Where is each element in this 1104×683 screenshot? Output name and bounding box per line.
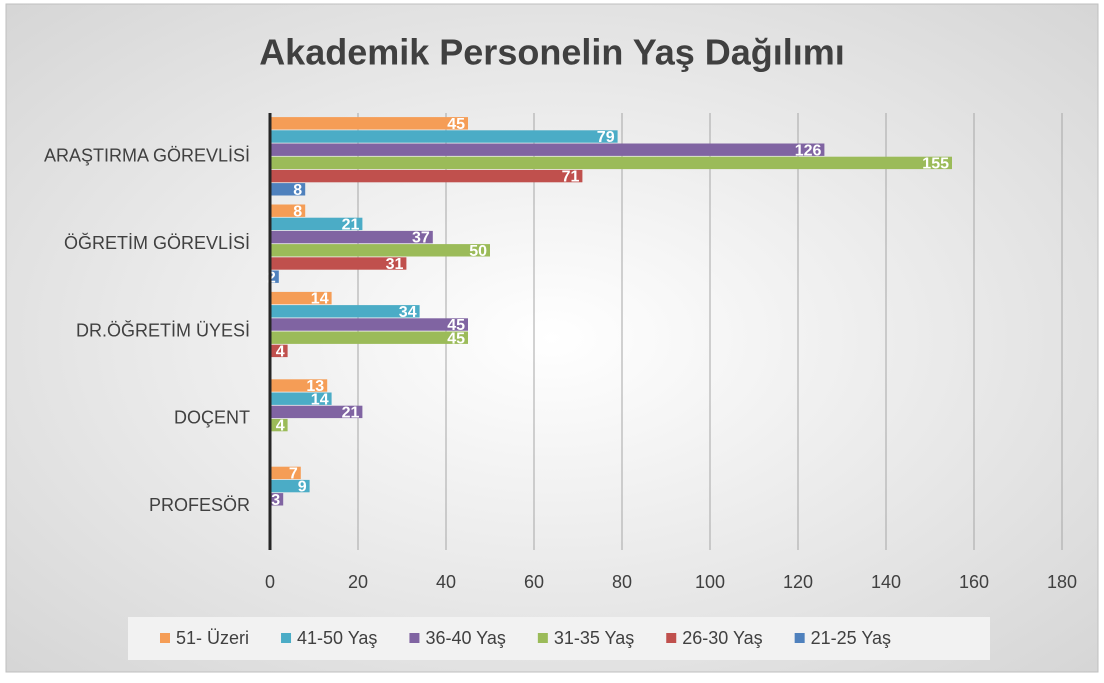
bar — [270, 217, 363, 231]
data-label: 34 — [399, 304, 417, 321]
bar — [270, 479, 310, 493]
data-label: 4 — [276, 344, 285, 361]
legend-swatch — [409, 633, 420, 643]
bar — [270, 291, 332, 305]
bar — [270, 344, 288, 358]
bar — [270, 230, 433, 244]
y-tick-label: DR.ÖĞRETİM ÜYESİ — [76, 319, 250, 340]
data-label: 45 — [447, 330, 465, 347]
legend-swatch — [537, 633, 548, 643]
bar — [270, 331, 468, 344]
bar — [270, 305, 420, 318]
background — [5, 3, 1099, 673]
bar — [270, 418, 288, 432]
legend-label: 51- Üzeri — [176, 628, 249, 648]
data-label: 3 — [271, 492, 280, 509]
data-label: 79 — [597, 129, 615, 146]
bar — [270, 117, 468, 130]
bar — [270, 257, 407, 270]
bar — [270, 169, 583, 183]
x-tick-label: 160 — [959, 572, 989, 592]
x-tick-label: 180 — [1047, 572, 1077, 592]
data-label: 45 — [447, 116, 465, 133]
y-tick-label: ARAŞTIRMA GÖREVLİSİ — [44, 145, 250, 165]
y-tick-label: PROFESÖR — [149, 495, 250, 515]
x-tick-label: 80 — [612, 572, 632, 592]
bar — [270, 379, 328, 392]
data-label: 7 — [289, 466, 298, 483]
x-tick-label: 0 — [265, 572, 275, 592]
legend-swatch — [666, 633, 677, 643]
data-label: 45 — [447, 317, 465, 334]
data-label: 14 — [311, 391, 329, 408]
data-label: 8 — [293, 203, 302, 220]
legend-swatch — [160, 633, 170, 643]
data-label: 14 — [311, 291, 329, 308]
x-tick-label: 120 — [783, 572, 813, 592]
data-label: 8 — [293, 182, 302, 199]
bar — [270, 204, 306, 217]
x-tick-label: 140 — [871, 572, 901, 592]
data-label: 50 — [469, 243, 487, 260]
legend-swatch — [794, 633, 805, 643]
data-label: 13 — [306, 378, 324, 395]
legend-label: 41-50 Yaş — [297, 628, 377, 648]
bar — [270, 270, 279, 283]
data-label: 21 — [342, 405, 360, 422]
x-tick-label: 20 — [348, 572, 368, 592]
bar — [270, 466, 301, 480]
y-tick-label: DOÇENT — [174, 408, 250, 428]
bar — [270, 244, 490, 257]
data-label: 37 — [412, 230, 430, 247]
legend-label: 21-25 Yaş — [811, 628, 891, 648]
chart-title: Akademik Personelin Yaş Dağılımı — [259, 32, 845, 73]
bar — [270, 156, 952, 170]
data-label: 155 — [922, 156, 949, 173]
legend-label: 36-40 Yaş — [425, 628, 505, 648]
x-tick-label: 40 — [436, 572, 456, 592]
data-label: 126 — [795, 142, 822, 159]
x-tick-label: 100 — [695, 572, 725, 592]
bar — [270, 183, 306, 196]
legend-label: 31-35 Yaş — [554, 628, 634, 648]
bar — [270, 405, 363, 419]
legend-label: 26-30 Yaş — [682, 628, 762, 648]
bar — [270, 318, 468, 331]
data-label: 21 — [342, 217, 360, 234]
bar — [270, 143, 825, 156]
x-tick-label: 60 — [524, 572, 544, 592]
data-label: 31 — [386, 256, 404, 273]
bar — [270, 130, 618, 143]
legend-box — [128, 617, 990, 660]
data-label: 4 — [276, 418, 285, 435]
bar — [270, 392, 332, 405]
legend-swatch — [281, 633, 292, 643]
data-label: 71 — [562, 169, 580, 186]
y-tick-label: ÖĞRETİM GÖREVLİSİ — [64, 232, 250, 253]
data-label: 9 — [298, 479, 307, 496]
bar — [270, 493, 284, 506]
